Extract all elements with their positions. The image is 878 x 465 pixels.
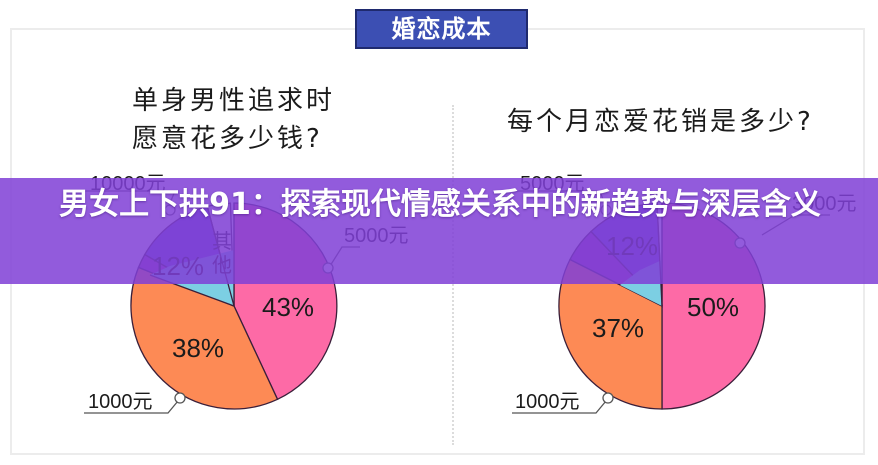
- left-question-line2: 愿意花多少钱?: [132, 124, 323, 154]
- right-label-1000: 1000元: [515, 391, 580, 413]
- left-slice-1000: [130, 266, 279, 410]
- right-pct-1000: 37%: [592, 313, 644, 343]
- left-pct-1000: 38%: [172, 333, 224, 363]
- headline: 男女上下拱91：探索现代情感关系中的新趋势与深层含义: [59, 187, 821, 222]
- left-question-line1: 单身男性追求时: [132, 86, 336, 116]
- left-label-1000: 1000元: [88, 391, 153, 413]
- right-pct-3000: 50%: [687, 292, 739, 322]
- left-pct-5000: 43%: [262, 292, 314, 322]
- right-question: 每个月恋爱花销是多少?: [507, 107, 814, 137]
- left-question: 单身男性追求时 愿意花多少钱?: [132, 82, 362, 158]
- headline-overlay-banner: [0, 178, 878, 284]
- title-badge: 婚恋成本: [355, 9, 528, 49]
